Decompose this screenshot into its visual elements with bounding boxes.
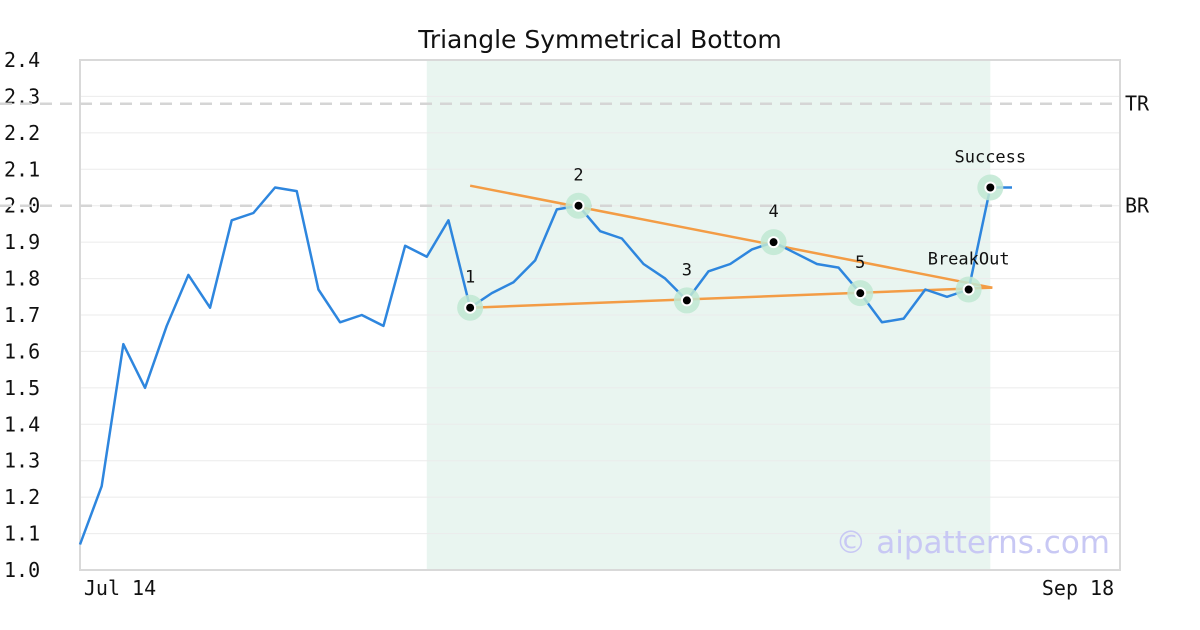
point-label: Success bbox=[954, 148, 1026, 168]
point-marker bbox=[572, 199, 585, 212]
plot-frame bbox=[79, 59, 1121, 571]
reference-label-br: BR bbox=[1125, 194, 1150, 218]
point-marker bbox=[984, 181, 997, 194]
y-tick-label: 2.4 bbox=[4, 48, 40, 72]
y-tick-label: 1.7 bbox=[4, 303, 40, 327]
point-label: BreakOut bbox=[928, 250, 1010, 270]
point-marker bbox=[767, 236, 780, 249]
y-tick-label: 2.1 bbox=[4, 157, 40, 181]
reference-label-tr: TR bbox=[1125, 92, 1150, 116]
y-tick-label: 1.6 bbox=[4, 339, 40, 363]
point-label: 2 bbox=[573, 166, 583, 186]
y-tick-label: 1.8 bbox=[4, 267, 40, 291]
point-label: 1 bbox=[465, 268, 475, 288]
point-marker bbox=[962, 283, 975, 296]
watermark: © aipatterns.com bbox=[835, 525, 1110, 561]
point-marker bbox=[464, 301, 477, 314]
y-tick-label: 1.4 bbox=[4, 412, 40, 436]
trend-line bbox=[469, 184, 993, 289]
y-tick-label: 1.0 bbox=[4, 558, 40, 582]
y-tick-label: 2.2 bbox=[4, 121, 40, 145]
point-marker bbox=[854, 287, 867, 300]
x-tick-label: Sep 18 bbox=[1042, 576, 1114, 600]
y-tick-label: 1.1 bbox=[4, 522, 40, 546]
point-label: 3 bbox=[682, 260, 692, 280]
point-marker bbox=[680, 294, 693, 307]
point-label: 5 bbox=[855, 253, 865, 273]
y-tick-label: 1.5 bbox=[4, 376, 40, 400]
point-label: 4 bbox=[768, 202, 778, 222]
trend-line bbox=[470, 286, 993, 309]
y-tick-label: 1.2 bbox=[4, 485, 40, 509]
y-tick-label: 1.9 bbox=[4, 230, 40, 254]
x-tick-label: Jul 14 bbox=[84, 576, 156, 600]
plot-area: 1.01.11.21.31.41.51.61.71.81.92.02.12.22… bbox=[0, 48, 1150, 600]
chart-title: Triangle Symmetrical Bottom bbox=[417, 25, 782, 54]
y-tick-label: 1.3 bbox=[4, 449, 40, 473]
